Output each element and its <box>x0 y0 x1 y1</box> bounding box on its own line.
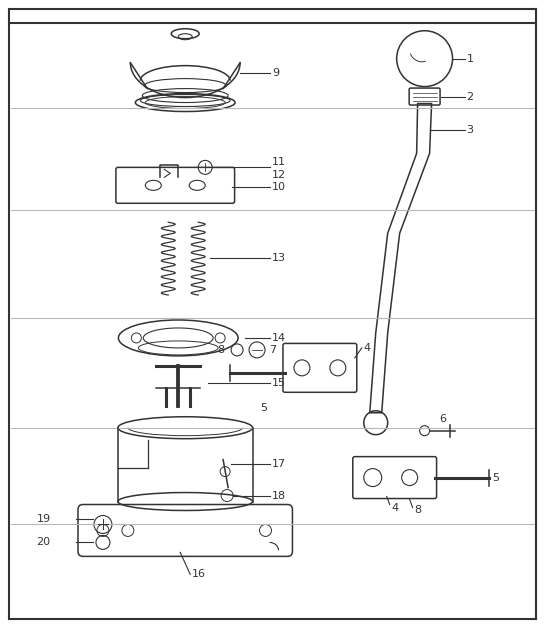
Text: 15: 15 <box>272 378 286 388</box>
Text: 7: 7 <box>269 345 276 355</box>
Text: 19: 19 <box>37 514 51 524</box>
Text: 16: 16 <box>192 570 206 580</box>
Text: 17: 17 <box>272 458 286 468</box>
Text: 1: 1 <box>467 53 474 63</box>
Text: 10: 10 <box>272 182 286 192</box>
Text: 8: 8 <box>217 345 224 355</box>
Text: 5: 5 <box>260 403 267 413</box>
Text: 4: 4 <box>392 502 399 512</box>
Text: 13: 13 <box>272 253 286 263</box>
Text: 5: 5 <box>493 473 499 482</box>
Text: 6: 6 <box>440 414 446 424</box>
Text: 9: 9 <box>272 68 279 78</box>
Text: 2: 2 <box>467 92 474 102</box>
Text: 18: 18 <box>272 490 286 501</box>
Text: 11: 11 <box>272 158 286 168</box>
Text: 8: 8 <box>415 504 422 514</box>
Text: 14: 14 <box>272 333 286 343</box>
Text: 12: 12 <box>272 170 286 180</box>
Text: 20: 20 <box>37 538 51 548</box>
Text: 4: 4 <box>364 343 371 353</box>
Text: 3: 3 <box>467 126 474 136</box>
